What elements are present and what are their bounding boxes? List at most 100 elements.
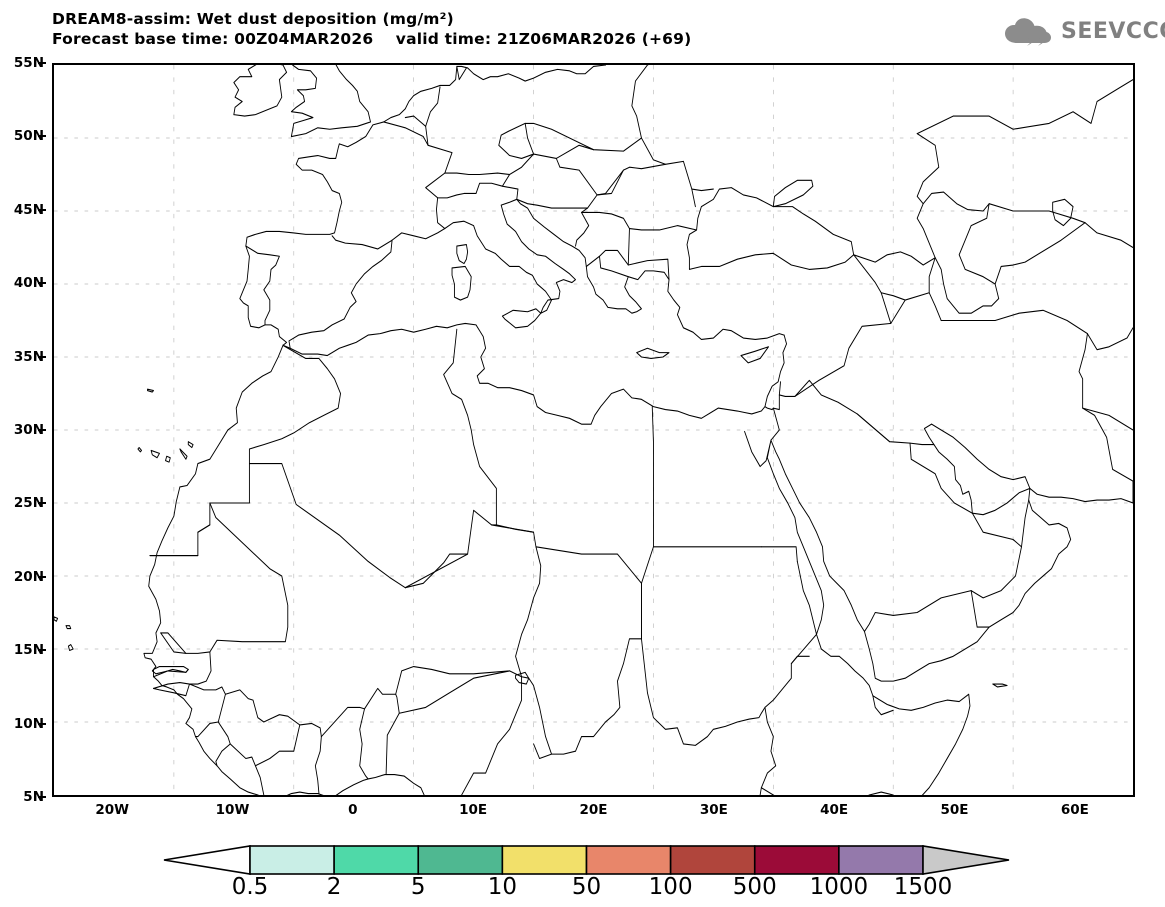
- cloud-icon: [1003, 16, 1055, 48]
- colorbar-under-arrow: [163, 845, 251, 875]
- x-axis-label: 60E: [1060, 802, 1089, 818]
- country-border: [596, 169, 624, 196]
- x-axis-labels: 20W 10W 0 10E 20E 30E 40E 50E 60E: [52, 802, 1135, 824]
- map-geography: [54, 65, 1133, 795]
- coastline: [931, 423, 1031, 489]
- coastline: [165, 455, 171, 463]
- y-axis-tick: [38, 135, 46, 138]
- coastline: [1029, 487, 1133, 504]
- map-gridlines: [54, 65, 1133, 795]
- logo-text: SEEVCCC: [1061, 19, 1165, 44]
- country-border: [425, 125, 453, 199]
- y-axis-label: 10N: [13, 715, 44, 732]
- country-border: [581, 211, 630, 230]
- y-axis-label: 30N: [13, 422, 44, 438]
- country-border: [928, 257, 936, 294]
- country-border: [398, 670, 511, 714]
- x-axis-label: 40E: [820, 802, 849, 818]
- map-panel: [52, 63, 1135, 797]
- country-border: [395, 665, 523, 695]
- forecast-time-line: Forecast base time: 00Z04MAR2026 valid t…: [52, 30, 692, 48]
- y-axis-labels: 5N 10N 15N 20N 25N 30N 35N 40N 45N 50N 55N: [0, 55, 44, 805]
- country-border: [778, 379, 935, 446]
- country-border: [248, 463, 406, 589]
- coastline: [740, 346, 769, 364]
- country-border: [160, 632, 187, 654]
- country-border: [435, 182, 519, 230]
- country-border: [197, 524, 211, 533]
- coastline: [65, 625, 72, 630]
- country-border: [994, 222, 1086, 285]
- colorbar: [163, 845, 1010, 875]
- country-border: [404, 553, 469, 589]
- colorbar-tick-label: 1500: [893, 874, 953, 900]
- country-border: [585, 255, 629, 278]
- y-axis-label: 20N: [13, 568, 44, 585]
- coastline: [239, 65, 606, 346]
- colorbar-tick-label: 2: [326, 874, 342, 900]
- country-border: [404, 509, 542, 678]
- country-border: [535, 546, 642, 755]
- country-border: [425, 86, 441, 127]
- country-border: [364, 687, 400, 776]
- coastline: [451, 265, 472, 301]
- coastline: [686, 187, 855, 270]
- country-border: [521, 676, 552, 760]
- country-border: [928, 292, 942, 322]
- country-border: [587, 160, 696, 209]
- country-border: [1086, 327, 1133, 351]
- coastline: [187, 441, 194, 449]
- country-border: [149, 463, 250, 557]
- country-border: [988, 203, 1086, 224]
- x-axis-label: 50E: [940, 802, 969, 818]
- coastline: [744, 430, 971, 795]
- country-border: [970, 512, 1022, 599]
- colorbar-tick-label: 1000: [809, 874, 869, 900]
- colorbar-band: [838, 845, 924, 875]
- y-axis-label: 45N: [13, 201, 44, 218]
- coastline: [501, 308, 542, 329]
- country-border: [794, 292, 930, 397]
- country-border: [248, 344, 341, 465]
- country-border: [215, 721, 231, 767]
- country-border: [461, 676, 523, 795]
- country-border: [856, 413, 891, 443]
- colorbar-band: [501, 845, 588, 875]
- country-border: [498, 122, 535, 159]
- coastline: [150, 449, 160, 459]
- y-axis-tick: [38, 208, 46, 211]
- coastline: [770, 423, 1072, 682]
- country-border: [863, 590, 972, 633]
- country-border: [404, 115, 427, 127]
- country-border: [853, 251, 936, 266]
- country-border: [153, 683, 190, 697]
- country-border: [868, 791, 894, 795]
- country-border: [764, 655, 810, 708]
- colorbar-band: [669, 845, 756, 875]
- country-border: [153, 668, 189, 678]
- country-border: [229, 743, 265, 795]
- y-axis-tick: [38, 282, 46, 285]
- coastline: [992, 683, 1008, 688]
- country-border: [760, 546, 798, 562]
- x-axis-label: 0: [348, 802, 358, 818]
- coastline: [1052, 198, 1074, 227]
- y-axis-tick: [38, 722, 46, 725]
- country-border: [189, 683, 322, 738]
- country-border: [383, 121, 429, 146]
- country-border: [245, 245, 280, 326]
- chart-title-block: DREAM8-assim: Wet dust deposition (mg/m²…: [52, 9, 952, 49]
- x-axis-label: 10E: [459, 802, 488, 818]
- y-axis-label: 5N: [23, 789, 44, 805]
- country-border: [1021, 499, 1030, 548]
- coastline: [872, 695, 894, 716]
- y-axis-tick: [38, 355, 46, 358]
- coastline: [636, 347, 670, 360]
- y-axis-tick: [38, 502, 46, 505]
- country-border: [641, 638, 766, 746]
- coastline: [290, 65, 371, 138]
- coastline: [282, 322, 787, 425]
- x-axis-label: 20W: [95, 802, 129, 818]
- country-border: [320, 706, 365, 738]
